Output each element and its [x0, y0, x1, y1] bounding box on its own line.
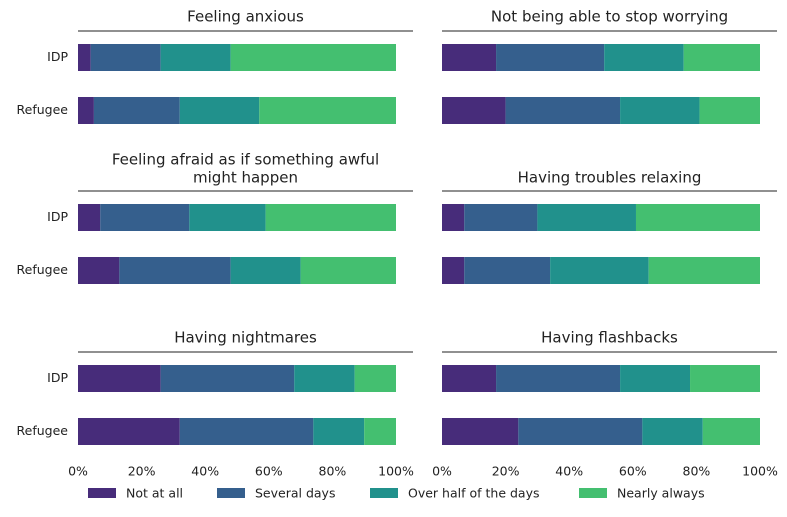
bar-segment	[354, 365, 396, 392]
category-label: Refugee	[17, 262, 69, 277]
x-tick-label: 40%	[191, 464, 219, 479]
bar-segment	[78, 204, 101, 231]
bar-segment	[648, 257, 760, 284]
bar-segment	[230, 257, 301, 284]
x-tick-label: 100%	[378, 464, 414, 479]
x-tick-label: 80%	[683, 464, 711, 479]
category-label: Refugee	[17, 423, 69, 438]
bar-segment	[179, 97, 260, 124]
bar-segment	[442, 418, 519, 445]
panel-title: Having nightmares	[174, 329, 317, 347]
legend-swatch	[370, 488, 398, 498]
bar-segment	[464, 204, 538, 231]
legend-swatch	[88, 488, 116, 498]
bar-segment	[518, 418, 643, 445]
x-tick-label: 20%	[492, 464, 520, 479]
x-tick-label: 60%	[619, 464, 647, 479]
bar-segment	[464, 257, 551, 284]
legend-label: Nearly always	[617, 486, 705, 501]
bar-segment	[642, 418, 703, 445]
x-tick-label: 0%	[68, 464, 88, 479]
bar-segment	[699, 97, 760, 124]
panel-title: Not being able to stop worrying	[491, 8, 728, 26]
legend-label: Over half of the days	[408, 486, 539, 501]
bar-segment	[78, 97, 94, 124]
bar-segment	[550, 257, 649, 284]
bar-segment	[93, 97, 180, 124]
x-tick-label: 60%	[255, 464, 283, 479]
bar-segment	[496, 44, 605, 71]
bar-segment	[78, 257, 120, 284]
panel-title: Feeling afraid as if something awful	[112, 151, 379, 169]
bar-segment	[496, 365, 621, 392]
bar-segment	[505, 97, 621, 124]
bar-segment	[259, 97, 396, 124]
bar-segment	[604, 44, 684, 71]
legend-label: Several days	[255, 486, 335, 501]
bar-segment	[265, 204, 396, 231]
category-label: IDP	[47, 209, 68, 224]
bar-segment	[78, 44, 91, 71]
bar-segment	[160, 44, 231, 71]
bar-segment	[442, 97, 506, 124]
bar-segment	[160, 365, 295, 392]
category-label: Refugee	[17, 102, 69, 117]
bar-segment	[442, 365, 497, 392]
bar-segment	[690, 365, 760, 392]
panel-title: Feeling anxious	[187, 8, 304, 26]
bar-segment	[90, 44, 161, 71]
legend-swatch	[217, 488, 245, 498]
category-label: IDP	[47, 49, 68, 64]
x-tick-label: 0%	[432, 464, 452, 479]
bar-segment	[313, 418, 365, 445]
bar-segment	[294, 365, 355, 392]
bar-segment	[119, 257, 231, 284]
bar-segment	[189, 204, 266, 231]
legend-swatch	[579, 488, 607, 498]
bar-segment	[620, 97, 700, 124]
panel-title: Having flashbacks	[541, 329, 678, 347]
x-tick-label: 20%	[128, 464, 156, 479]
bar-segment	[100, 204, 190, 231]
bar-segment	[537, 204, 636, 231]
bar-segment	[364, 418, 396, 445]
bar-segment	[230, 44, 396, 71]
x-tick-label: 40%	[555, 464, 583, 479]
bar-segment	[442, 204, 465, 231]
panel-title: might happen	[193, 169, 298, 187]
bar-segment	[702, 418, 760, 445]
legend-label: Not at all	[126, 486, 183, 501]
bar-segment	[300, 257, 396, 284]
panel-title: Having troubles relaxing	[518, 169, 702, 187]
x-tick-label: 80%	[319, 464, 347, 479]
bar-segment	[179, 418, 314, 445]
category-label: IDP	[47, 370, 68, 385]
bar-segment	[78, 365, 161, 392]
bar-segment	[442, 257, 465, 284]
bar-segment	[620, 365, 691, 392]
bar-segment	[635, 204, 760, 231]
bar-segment	[78, 418, 180, 445]
bar-segment	[442, 44, 497, 71]
bar-segment	[683, 44, 760, 71]
x-tick-label: 100%	[742, 464, 778, 479]
